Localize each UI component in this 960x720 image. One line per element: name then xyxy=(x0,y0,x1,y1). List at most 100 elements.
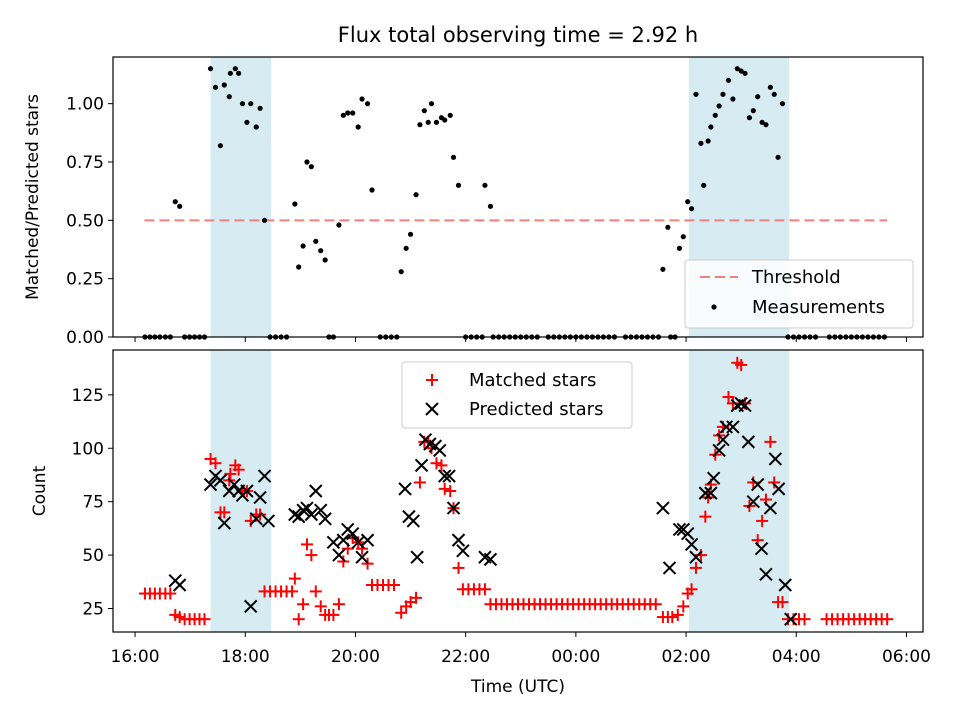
predicted-star-marker xyxy=(771,482,786,496)
matched-star-marker xyxy=(286,585,299,598)
predicted-star-marker xyxy=(768,452,783,466)
bottom-y-tick-label: 100 xyxy=(72,439,104,459)
bottom-markers xyxy=(138,356,894,626)
predicted-star-marker xyxy=(253,490,267,505)
bottom-y-tick-label: 25 xyxy=(82,600,104,620)
measurement-point xyxy=(442,117,448,123)
measurement-point xyxy=(425,119,431,125)
top-legend-box xyxy=(684,259,914,329)
top-y-tick-label: 0.25 xyxy=(66,270,104,290)
predicted-star-marker xyxy=(689,550,703,564)
measurement-point xyxy=(292,201,298,207)
measurement-point xyxy=(455,182,462,188)
measurement-point xyxy=(257,105,263,111)
chart-title: Flux total observing time = 2.92 h xyxy=(338,23,698,47)
top-legend: Threshold Measurements xyxy=(684,259,914,329)
measurement-point xyxy=(421,108,427,114)
measurement-point xyxy=(433,119,440,125)
measurement-point xyxy=(763,122,769,128)
predicted-star-marker xyxy=(332,548,346,562)
measurement-point xyxy=(403,245,409,251)
matched-star-marker xyxy=(314,600,327,613)
matched-star-marker xyxy=(198,613,211,626)
predicted-star-marker xyxy=(288,507,302,522)
matched-star-marker xyxy=(764,435,777,448)
matched-star-marker xyxy=(478,583,491,596)
measurement-point xyxy=(296,264,302,270)
measurement-point xyxy=(398,269,404,275)
matched-star-marker xyxy=(224,467,237,480)
shaded-span-bottom-1 xyxy=(688,350,790,632)
measurement-point xyxy=(172,199,178,205)
measurement-point xyxy=(304,159,310,165)
bottom-panel-frame xyxy=(112,349,924,633)
predicted-star-marker xyxy=(296,503,310,517)
measurement-point xyxy=(359,96,365,102)
matched-star-marker xyxy=(735,358,748,371)
predicted-star-marker xyxy=(217,516,232,530)
measurement-point xyxy=(730,96,736,102)
matched-star-marker xyxy=(666,611,679,624)
measurement-point xyxy=(482,182,488,188)
predicted-star-marker xyxy=(726,420,740,434)
measurement-point xyxy=(239,101,246,107)
matched-star-marker xyxy=(649,598,662,611)
predicted-star-marker xyxy=(406,514,421,528)
measurement-point xyxy=(676,245,683,251)
matched-star-marker xyxy=(337,555,350,568)
predicted-star-marker xyxy=(203,477,218,492)
matched-star-marker xyxy=(309,585,322,598)
measurement-point xyxy=(217,143,224,149)
predicted-star-marker xyxy=(172,578,187,592)
top-axis-ticks: 0.00 0.25 0.50 0.75 1.00 xyxy=(66,95,907,348)
predicted-star-marker xyxy=(784,612,798,626)
predicted-star-marker xyxy=(763,501,778,515)
predicted-star-marker xyxy=(451,533,466,547)
predicted-star-marker xyxy=(309,484,323,498)
measurement-point xyxy=(705,138,711,144)
predicted-star-marker xyxy=(240,484,254,498)
matched-star-marker xyxy=(292,613,305,626)
measurement-point xyxy=(755,94,761,100)
x-tick-label: 04:00 xyxy=(772,647,821,667)
predicted-star-marker xyxy=(759,567,773,582)
measurement-point xyxy=(350,110,356,116)
legend-measurements-swatch xyxy=(711,304,717,310)
measurement-point xyxy=(253,124,259,130)
predicted-star-marker xyxy=(304,507,319,522)
predicted-star-marker xyxy=(446,501,461,515)
matched-star-marker xyxy=(435,459,448,472)
predicted-star-marker xyxy=(712,443,726,458)
measurement-point xyxy=(300,243,306,249)
measurement-point xyxy=(428,101,435,107)
predicted-star-marker xyxy=(738,398,752,413)
matched-star-marker xyxy=(327,608,340,621)
legend-measurements-label: Measurements xyxy=(752,297,885,318)
measurement-point xyxy=(701,182,707,188)
measurement-point xyxy=(767,84,773,90)
measurement-point xyxy=(742,70,748,76)
bottom-legend: Matched stars Predicted stars xyxy=(401,361,633,429)
predicted-star-marker xyxy=(433,443,447,458)
measurement-point xyxy=(447,112,453,118)
x-tick-label: 20:00 xyxy=(331,647,380,667)
measurement-point xyxy=(212,84,219,90)
bottom-panel: 16:00 18:00 20:00 22:00 00:00 02:00 04:00 06:00… xyxy=(30,349,931,697)
matched-star-marker xyxy=(702,491,715,504)
matched-star-marker xyxy=(232,463,245,476)
predicted-star-marker xyxy=(244,599,258,614)
predicted-star-marker xyxy=(734,396,748,411)
predicted-star-marker xyxy=(326,535,341,549)
measurement-point xyxy=(734,66,740,72)
measurement-point xyxy=(725,77,732,83)
measurement-point xyxy=(340,112,346,118)
predicted-star-marker xyxy=(345,527,360,541)
measurement-point xyxy=(226,94,232,100)
bottom-y-tick-label: 50 xyxy=(82,546,104,566)
predicted-star-marker xyxy=(213,473,228,488)
predicted-star-marker xyxy=(410,550,424,564)
measurement-point xyxy=(221,82,227,88)
measurement-point xyxy=(261,217,268,223)
legend-predicted-swatch xyxy=(425,402,439,416)
measurement-point xyxy=(227,70,233,76)
